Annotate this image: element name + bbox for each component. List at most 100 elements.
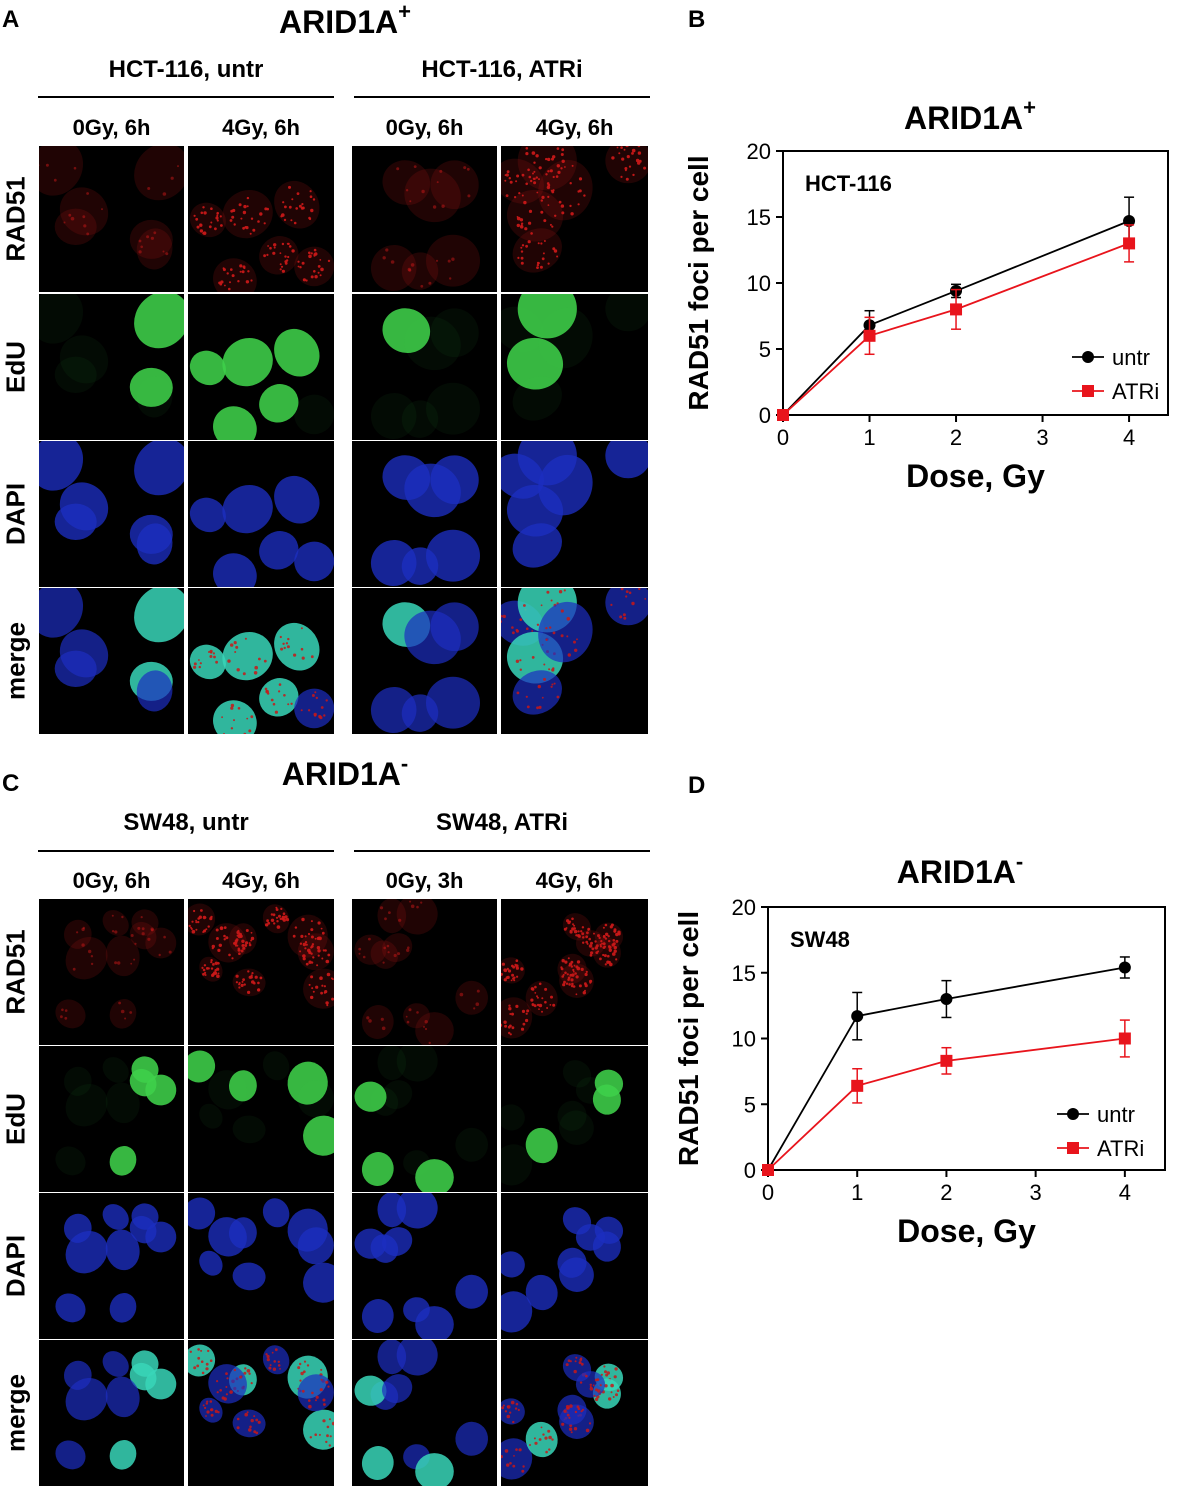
x-tick-label: 3 <box>1036 425 1048 450</box>
panel-c-row-label: RAD51 <box>0 929 31 1015</box>
micrograph-rad51 <box>188 146 334 292</box>
micrograph-merge <box>188 588 334 734</box>
micrograph-rad51 <box>188 899 334 1045</box>
series-line-untr <box>782 220 1130 416</box>
micrograph-image <box>189 328 334 440</box>
data-point-untr <box>1123 214 1136 227</box>
panel-b-chart-title: ARID1A+ <box>904 95 1036 137</box>
micrograph-image <box>370 602 480 734</box>
x-tick-label: 1 <box>851 1180 863 1205</box>
micrograph-image <box>354 1193 489 1339</box>
micrograph-image <box>39 588 184 712</box>
panel-a-condition-underline <box>38 96 334 98</box>
panel-a-row-label: DAPI <box>0 482 31 546</box>
y-tick-label: 5 <box>759 337 771 362</box>
x-tick-label: 0 <box>762 1180 774 1205</box>
y-tick-label: 10 <box>732 1027 756 1052</box>
micrograph-rad51 <box>501 146 648 292</box>
x-tick-label: 2 <box>940 1180 952 1205</box>
panel-a-column-header: 4Gy, 6h <box>535 115 614 140</box>
micrograph-edu <box>352 1046 497 1192</box>
x-axis-label: Dose, Gy <box>906 458 1045 494</box>
micrograph-dapi <box>39 441 184 587</box>
micrograph-merge <box>39 588 184 734</box>
micrograph-rad51 <box>501 899 648 1045</box>
panel-label-a: A <box>2 6 20 33</box>
micrograph-image <box>370 308 480 440</box>
y-tick-label: 20 <box>732 895 756 920</box>
micrograph-image <box>354 899 489 1045</box>
micrograph-dapi <box>352 1193 497 1339</box>
legend-marker <box>1082 385 1094 397</box>
micrograph-merge <box>352 1340 497 1486</box>
series-line-atri <box>782 242 1130 416</box>
data-point-atri <box>940 1054 953 1067</box>
data-point-atri <box>950 303 963 316</box>
panel-c-row-label: merge <box>0 1373 31 1453</box>
micrograph-image <box>501 588 648 715</box>
panel-a-row-label: merge <box>0 621 31 701</box>
micrograph-image <box>55 1056 177 1176</box>
y-tick-label: 15 <box>747 205 771 230</box>
y-tick-label: 15 <box>732 961 756 986</box>
micrograph-edu <box>39 294 184 440</box>
micrograph-image <box>55 909 177 1029</box>
micrograph-image <box>370 160 480 292</box>
legend-label-untr: untr <box>1112 345 1150 370</box>
x-axis-label: Dose, Gy <box>897 1213 1036 1249</box>
data-point-atri <box>762 1164 774 1176</box>
micrograph-edu <box>501 1046 648 1192</box>
panel-a-condition-atri: HCT-116, ATRi <box>421 56 583 83</box>
series-line-atri <box>767 1037 1126 1171</box>
x-tick-label: 1 <box>863 425 875 450</box>
micrograph-rad51 <box>352 146 497 292</box>
legend-marker <box>1082 351 1094 363</box>
panel-a-column-header: 0Gy, 6h <box>385 115 464 140</box>
micrograph-image <box>39 146 184 270</box>
panel-a-column-header: 0Gy, 6h <box>72 115 151 140</box>
micrograph-image <box>188 1197 334 1303</box>
micrograph-image <box>501 1354 624 1480</box>
micrograph-dapi <box>352 441 497 587</box>
micrograph-image <box>39 441 184 565</box>
micrograph-image <box>501 1060 624 1186</box>
panel-d-chart: 0 5 10 15 20 0 1 2 3 4 Dose, Gy RAD51 foci per cell… <box>673 895 1166 1249</box>
data-point-untr <box>940 993 953 1006</box>
micrograph-edu <box>501 294 648 440</box>
micrograph-image <box>189 180 334 292</box>
legend-label-atri: ATRi <box>1112 379 1159 404</box>
panel-d-chart-title: ARID1A- <box>896 849 1024 891</box>
micrograph-image <box>354 1340 489 1486</box>
micrograph-image <box>188 903 334 1009</box>
micrograph-image <box>188 1050 334 1156</box>
micrograph-image <box>354 1046 489 1192</box>
micrograph-image <box>501 913 624 1039</box>
micrograph-image <box>189 475 334 587</box>
micrograph-image <box>370 455 480 587</box>
x-tick-label: 2 <box>950 425 962 450</box>
panel-label-d: D <box>688 772 706 799</box>
y-axis-label: RAD51 foci per cell <box>673 911 704 1166</box>
micrograph-merge <box>39 1340 184 1486</box>
panel-c-title: ARID1A- <box>281 751 409 793</box>
panel-c-condition-underline <box>354 850 650 852</box>
data-point-atri <box>1118 1032 1131 1045</box>
data-point-untr <box>851 1010 864 1023</box>
data-point-atri <box>1123 237 1136 250</box>
micrograph-image <box>501 294 648 421</box>
panel-a-title: ARID1A+ <box>279 0 411 41</box>
legend-label-atri: ATRi <box>1097 1136 1144 1161</box>
panel-a-column-header: 4Gy, 6h <box>222 115 300 140</box>
y-axis-label: RAD51 foci per cell <box>683 155 714 410</box>
x-tick-label: 4 <box>1119 1180 1131 1205</box>
panel-c-row-label: DAPI <box>0 1234 31 1298</box>
panel-c-condition-atri: SW48, ATRi <box>435 809 568 836</box>
micrograph-edu <box>188 1046 334 1192</box>
y-tick-label: 10 <box>747 271 771 296</box>
micrograph-image <box>501 146 648 273</box>
legend-marker <box>1067 1108 1079 1120</box>
panel-a-row-label: EdU <box>0 341 31 393</box>
micrograph-edu <box>188 294 334 440</box>
micrograph-image <box>501 1207 624 1333</box>
micrograph-dapi <box>39 1193 184 1339</box>
